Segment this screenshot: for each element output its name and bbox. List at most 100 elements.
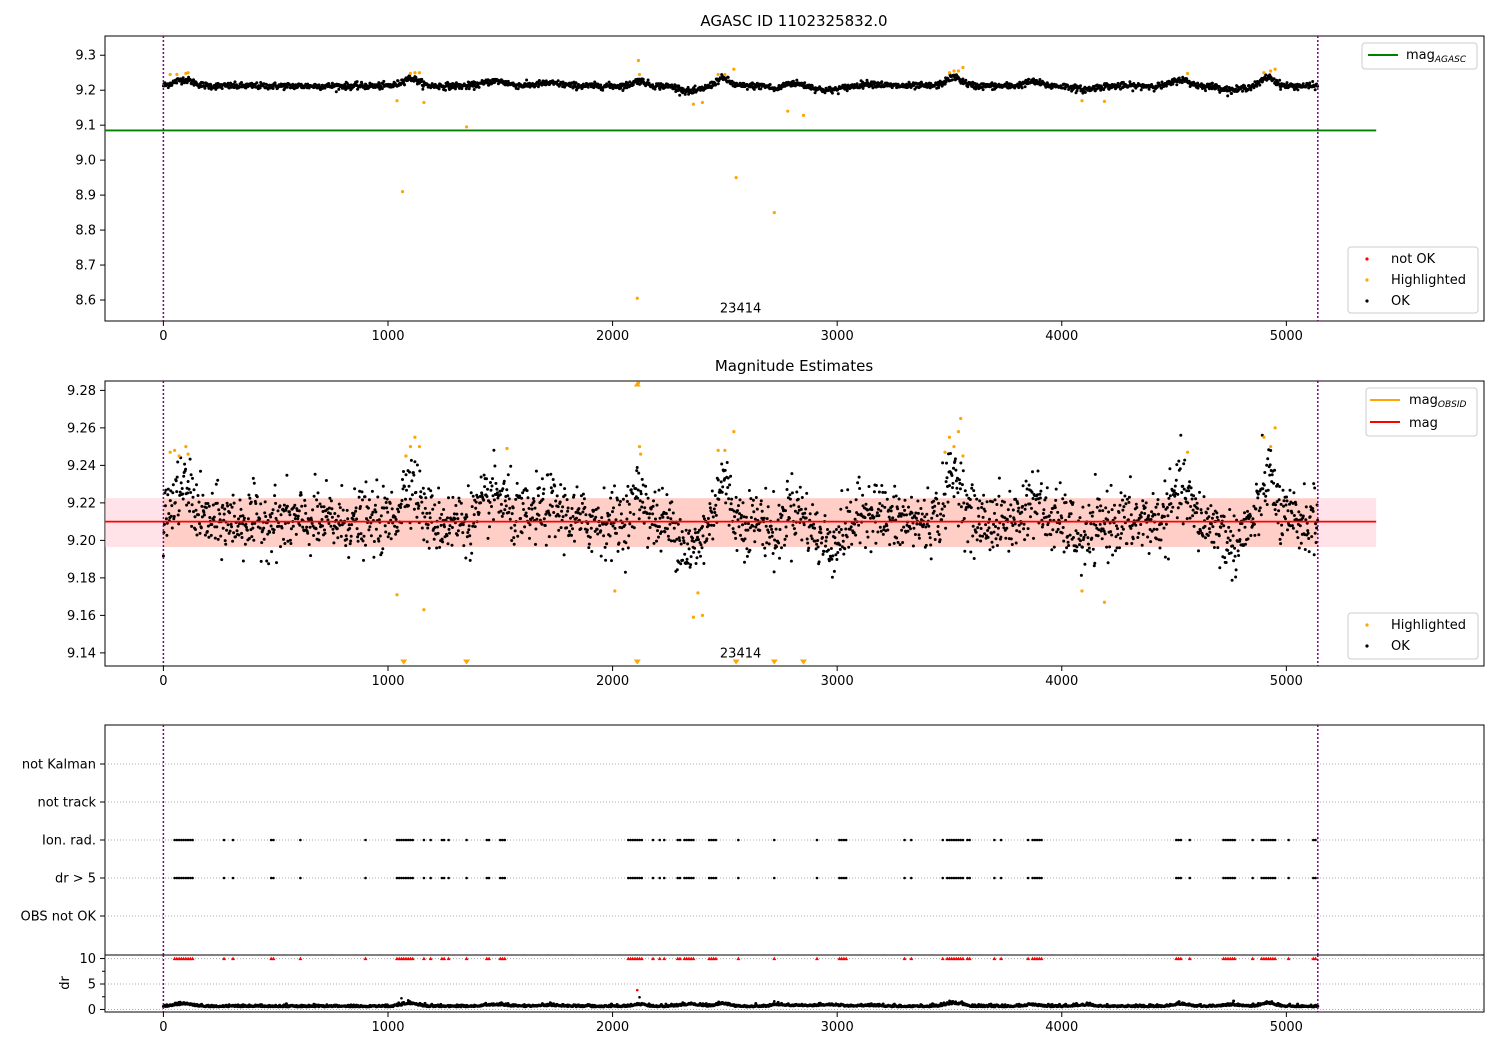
flag-point [1179,838,1183,842]
ok-point [854,498,858,502]
flag-point [1038,838,1041,842]
ok-point [830,557,834,561]
flag-point [692,838,695,842]
ok-point [808,512,812,516]
ok-point [298,523,302,527]
ok-point [1023,538,1027,542]
flag-point [957,838,960,842]
ok-point [518,494,522,498]
ok-point [229,503,233,507]
ok-point [258,526,262,530]
legend2-ok-label: OK [1391,639,1410,654]
ok-point [675,568,679,572]
ok-point [191,476,194,480]
ok-point [486,536,490,540]
highlighted-point [1269,69,1273,73]
highlighted-point [186,71,190,75]
ok-point [448,524,452,528]
ok-point [1027,483,1031,487]
ok-point [693,84,697,88]
ok-point [195,533,199,537]
ok-point [265,83,269,87]
ok-point [1162,515,1166,518]
ok-point [724,501,728,505]
ok-point [1182,487,1186,491]
ok-point [815,542,819,546]
ok-point [520,496,524,500]
ok-point [750,503,754,507]
ok-point [258,517,262,521]
ok-point [202,510,206,514]
flag-point [422,876,426,880]
ok-point [839,528,843,531]
ok-point [447,527,451,531]
ok-point [534,542,537,546]
ok-point [200,504,204,508]
ok-point [774,527,778,531]
ok-point [1266,457,1270,461]
ok-point [549,472,553,476]
ok-point [898,543,902,547]
ok-point [579,527,583,531]
ok-point [746,528,750,532]
flag-point [993,838,996,842]
ok-point [273,494,277,498]
ok-point [836,92,840,96]
ok-point [238,498,242,502]
ok-point [372,555,376,559]
ok-point [368,525,372,529]
ok-point [752,87,756,91]
ok-point [721,485,725,489]
ok-point [1269,449,1273,452]
ok-point [993,511,996,515]
ok-point [739,533,742,537]
ok-point [604,558,608,562]
ok-point [963,549,967,553]
ok-point [570,507,574,510]
ok-point [516,87,520,91]
flag-point [842,838,846,842]
ok-point [425,511,429,515]
x-tick-label: 4000 [1045,329,1078,344]
ok-point [954,479,958,483]
ok-point [271,508,275,512]
ok-point [255,495,259,499]
highlighted-point [1262,71,1266,75]
highlighted-point [1185,71,1190,76]
ok-point [1313,486,1317,490]
ok-point [828,530,832,534]
ok-point [602,534,606,538]
flag-point [941,838,945,842]
ok-point [580,501,584,505]
ok-point [900,528,904,532]
ok-point [1268,473,1272,477]
ok-point [790,491,794,495]
ok-point [436,531,440,535]
ok-point [1127,495,1131,499]
ok-point [1004,536,1008,540]
ok-point [1278,537,1282,541]
ok-point [679,542,683,546]
ok-point [780,513,784,517]
ok-point [581,492,585,496]
ok-point [986,529,990,532]
ok-point [777,541,781,545]
ok-point [950,474,954,477]
ok-point [959,505,963,509]
ok-point [444,88,447,92]
ok-point [930,516,934,520]
flag-point [429,876,432,880]
ok-point [775,545,779,549]
ok-point [187,501,191,505]
ok-point [431,507,435,511]
ok-point [1177,459,1181,463]
ok-point [1078,516,1082,520]
ok-point [189,491,193,494]
ok-point [228,529,232,533]
ok-point [616,498,619,502]
ok-point [1119,491,1123,495]
ok-point [245,528,249,532]
ok-point [190,503,194,507]
ok-point [208,516,212,519]
ok-point [937,501,941,505]
